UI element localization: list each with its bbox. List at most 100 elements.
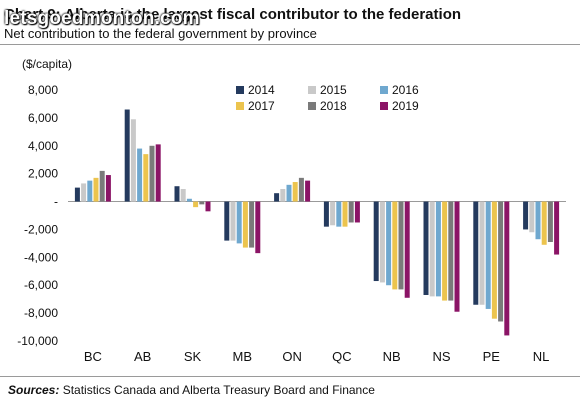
bar-nb-2016	[386, 201, 392, 286]
bar-pe-2016	[485, 201, 491, 309]
bar-nb-2015	[379, 201, 385, 283]
legend-label: 2018	[320, 99, 347, 113]
bar-on-2015	[280, 189, 286, 202]
legend-label: 2014	[248, 83, 275, 97]
bar-ab-2014	[124, 109, 130, 202]
legend-item-2014: 2014	[236, 83, 275, 97]
bar-ns-2019	[454, 201, 460, 312]
bar-qc-2014	[323, 201, 329, 227]
y-tick-label: 2,000	[28, 167, 58, 181]
bar-qc-2017	[342, 201, 348, 227]
bar-pe-2019	[504, 201, 510, 336]
x-tick-label: PE	[483, 349, 501, 364]
bar-ab-2019	[155, 144, 161, 202]
bar-sk-2018	[199, 201, 205, 205]
bar-on-2019	[305, 180, 311, 202]
bar-pe-2015	[479, 201, 485, 305]
x-tick-label: BC	[84, 349, 102, 364]
x-tick-label: AB	[134, 349, 151, 364]
y-axis-label: ($/capita)	[22, 57, 72, 71]
bar-qc-2015	[330, 201, 336, 226]
legend-item-2015: 2015	[308, 83, 347, 97]
bar-sk-2017	[193, 201, 199, 208]
bar-on-2014	[274, 193, 280, 202]
bar-qc-2018	[348, 201, 354, 223]
bar-mb-2016	[236, 201, 242, 244]
legend-item-2018: 2018	[308, 99, 347, 113]
bar-nb-2019	[404, 201, 410, 298]
bar-mb-2018	[249, 201, 255, 248]
y-tick-label: -2,000	[24, 222, 58, 236]
bar-ns-2016	[435, 201, 441, 297]
bar-nl-2019	[554, 201, 560, 255]
bar-ns-2017	[442, 201, 448, 301]
bar-ab-2016	[137, 148, 143, 202]
bar-nl-2014	[523, 201, 529, 230]
bar-nb-2018	[398, 201, 404, 290]
bar-on-2017	[292, 182, 298, 202]
legend-item-2019: 2019	[380, 99, 419, 113]
chart-title: Chart 9: Alberta is the largest fiscal c…	[4, 6, 462, 23]
bar-mb-2014	[224, 201, 230, 241]
legend-item-2016: 2016	[380, 83, 419, 97]
bar-bc-2015	[81, 183, 87, 202]
legend-item-2017: 2017	[236, 99, 275, 113]
x-tick-label: QC	[332, 349, 352, 364]
y-tick-label: 4,000	[28, 139, 58, 153]
bar-ns-2014	[423, 201, 429, 295]
legend-label: 2017	[248, 99, 275, 113]
y-tick-label: -4,000	[24, 250, 58, 264]
bar-nl-2015	[529, 201, 535, 233]
bar-ab-2015	[130, 119, 136, 202]
bar-sk-2016	[186, 198, 192, 202]
legend-label: 2015	[320, 83, 347, 97]
bar-on-2016	[286, 184, 292, 202]
bar-ns-2015	[429, 201, 435, 297]
bar-qc-2019	[354, 201, 360, 223]
sources-note: Sources: Statistics Canada and Alberta T…	[8, 383, 375, 397]
y-tick-label: 8,000	[28, 83, 58, 97]
y-tick-label: -10,000	[17, 334, 58, 348]
bar-bc-2018	[99, 170, 105, 202]
bar-bc-2019	[105, 175, 111, 202]
x-tick-label: SK	[184, 349, 202, 364]
bar-nl-2017	[541, 201, 547, 245]
legend-swatch	[236, 102, 244, 110]
legend-label: 2016	[392, 83, 419, 97]
chart-subtitle: Net contribution to the federal governme…	[4, 26, 317, 41]
watermark: letsgoedmonton.com	[4, 8, 200, 29]
bar-ns-2018	[448, 201, 454, 301]
x-tick-label: NB	[383, 349, 401, 364]
bar-pe-2018	[498, 201, 504, 322]
sources-text: Statistics Canada and Alberta Treasury B…	[62, 383, 375, 397]
sources-label: Sources:	[8, 383, 60, 397]
legend-swatch	[380, 102, 388, 110]
legend-swatch	[380, 86, 388, 94]
bar-bc-2017	[93, 177, 99, 202]
y-tick-label: 6,000	[28, 111, 58, 125]
bar-bc-2016	[87, 180, 93, 202]
x-tick-label: ON	[282, 349, 302, 364]
legend-swatch	[236, 86, 244, 94]
bar-pe-2014	[473, 201, 479, 305]
bar-mb-2017	[242, 201, 248, 248]
x-tick-label: NL	[533, 349, 550, 364]
bottom-rule	[0, 376, 580, 377]
bar-bc-2014	[74, 187, 80, 202]
y-tick-label: -8,000	[24, 306, 58, 320]
bar-nl-2018	[547, 201, 553, 242]
bar-sk-2014	[174, 186, 180, 202]
x-tick-label: MB	[233, 349, 253, 364]
bar-mb-2019	[255, 201, 261, 254]
legend-swatch	[308, 102, 316, 110]
bar-nl-2016	[535, 201, 541, 240]
bar-pe-2017	[491, 201, 497, 319]
x-tick-label: NS	[432, 349, 450, 364]
legend-label: 2019	[392, 99, 419, 113]
bar-nb-2014	[373, 201, 379, 282]
bar-sk-2015	[180, 189, 186, 202]
bar-sk-2019	[205, 201, 211, 212]
bar-on-2018	[298, 177, 304, 202]
top-rule	[0, 44, 580, 45]
